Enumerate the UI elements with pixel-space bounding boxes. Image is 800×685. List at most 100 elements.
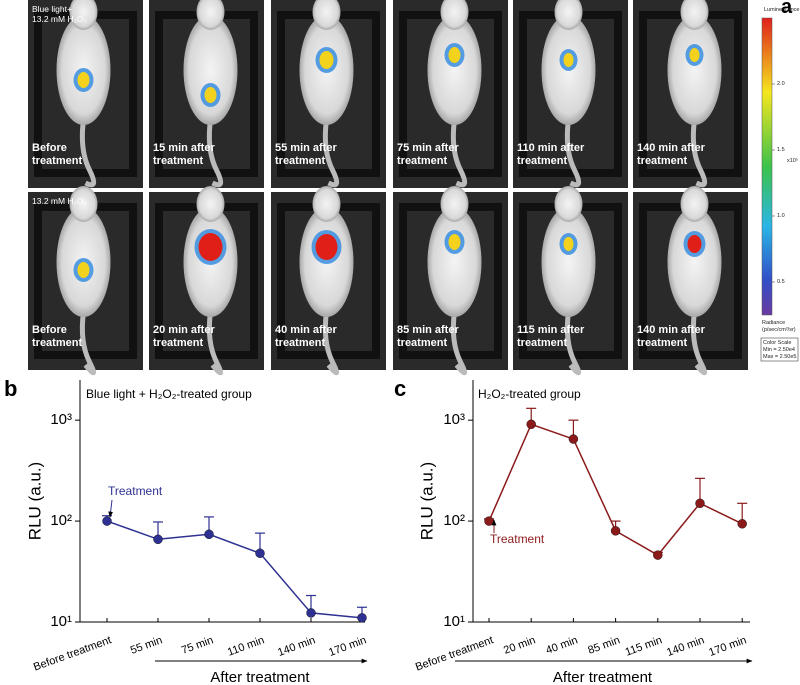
mouse-head [554,186,583,222]
x-tick-label: 20 min [502,634,537,657]
signal [563,53,574,67]
image-caption: 15 min after treatment [153,142,215,167]
mouse-head [69,0,98,30]
x-tick-label: Before treatment [414,634,495,673]
x-tick-label: 115 min [624,634,664,658]
condition-label: 13.2 mM H₂O₂ [32,196,87,206]
scale-box [760,337,799,362]
signal [563,237,574,251]
data-line [106,520,363,619]
mouse-body [427,15,482,125]
x-axis-label: After treatment [553,669,653,685]
colorbar-tick-label: 1.5 [777,147,785,153]
y-axis-label: RLU (a.u.) [417,462,436,540]
colorbar [761,17,773,316]
y-tick-label: 10³ [443,411,465,428]
signal [689,48,700,62]
annotation: Treatment [490,532,545,546]
image-caption: 75 min after treatment [397,142,459,167]
colorbar-unit: Radiance [762,320,786,326]
mouse-head [312,186,341,222]
data-point [526,419,536,429]
image-caption: 20 min after treatment [153,324,215,349]
x-tick-label: 170 min [707,634,748,659]
mouse-head [680,186,709,222]
signal [198,233,223,261]
scale-box-text: Color Scale [763,340,792,346]
condition-label: Blue light+ [32,4,72,14]
data-point [153,534,163,544]
scale-box-text: Max = 2.50e5 [763,354,797,360]
data-point [102,516,112,526]
data-point [255,548,265,558]
x-tick-label: 170 min [327,634,368,659]
mouse-head [554,0,583,30]
mouse-tail [564,311,582,376]
x-tick-label: 140 min [665,634,706,659]
y-tick-label: 10¹ [50,613,72,630]
signal [77,72,90,88]
mouse-tail [322,119,340,188]
mouse-head [440,0,469,30]
mouse-tail [690,311,708,376]
mouse-tail [79,119,97,188]
mouse-tail [450,311,468,376]
y-tick-label: 10¹ [443,613,465,630]
annotation: Treatment [108,484,163,498]
data-point [204,529,214,539]
mouse-tail [206,311,224,376]
signal [204,87,217,103]
signal [448,234,461,250]
image-caption: 85 min after treatment [397,324,459,349]
chart-title: H₂O₂-treated group [478,387,581,401]
signal [448,47,461,63]
image-caption: 110 min after treatment [517,142,585,167]
y-tick-label: 10³ [50,411,72,428]
x-tick-label: 75 min [180,634,215,657]
colorbar-multiplier: x10⁵ [787,158,799,164]
signal [319,51,334,69]
x-tick-label: 110 min [226,634,266,658]
colorbar-title: Luminescence [764,7,800,13]
x-tick-label: 85 min [586,634,621,657]
signal [687,235,702,253]
image-caption: 140 min after treatment [637,142,705,167]
data-point [306,608,316,618]
x-tick-label: Before treatment [32,634,113,673]
x-tick-label: 55 min [129,634,164,657]
mouse-head [440,186,469,222]
data-point [357,613,367,623]
y-tick-label: 10² [50,512,72,529]
colorbar-tick-label: 2.0 [777,81,785,87]
mouse-tail [206,119,224,188]
annotation-arrow [108,499,114,518]
image-caption: 55 min after treatment [275,142,337,167]
y-tick-label: 10² [443,512,465,529]
colorbar-unit: (p/sec/cm²/sr) [762,327,796,333]
mouse-tail [564,119,582,188]
colorbar-tick-label: 1.0 [777,213,785,219]
condition-label: 13.2 mM H₂O₂ [32,14,87,24]
x-tick-label: 140 min [276,634,317,659]
chart-title: Blue light + H₂O₂-treated group [86,387,252,401]
mouse-body [541,207,596,317]
data-point [568,434,579,444]
y-axis-label: RLU (a.u.) [25,462,44,540]
image-caption: 115 min after treatment [517,324,585,349]
signal [77,262,90,278]
mouse-head [196,186,225,222]
image-caption: 40 min after treatment [275,324,337,349]
data-point [695,498,705,509]
data-point [653,550,663,560]
panel-label: b [4,376,17,401]
mouse-tail [322,311,340,376]
mouse-body [427,207,482,317]
mouse-head [680,0,709,30]
x-axis-label: After treatment [210,669,310,685]
x-tick-label: 40 min [544,634,579,657]
mouse-head [69,186,98,222]
mouse-body [667,207,722,317]
data-point [737,519,747,529]
